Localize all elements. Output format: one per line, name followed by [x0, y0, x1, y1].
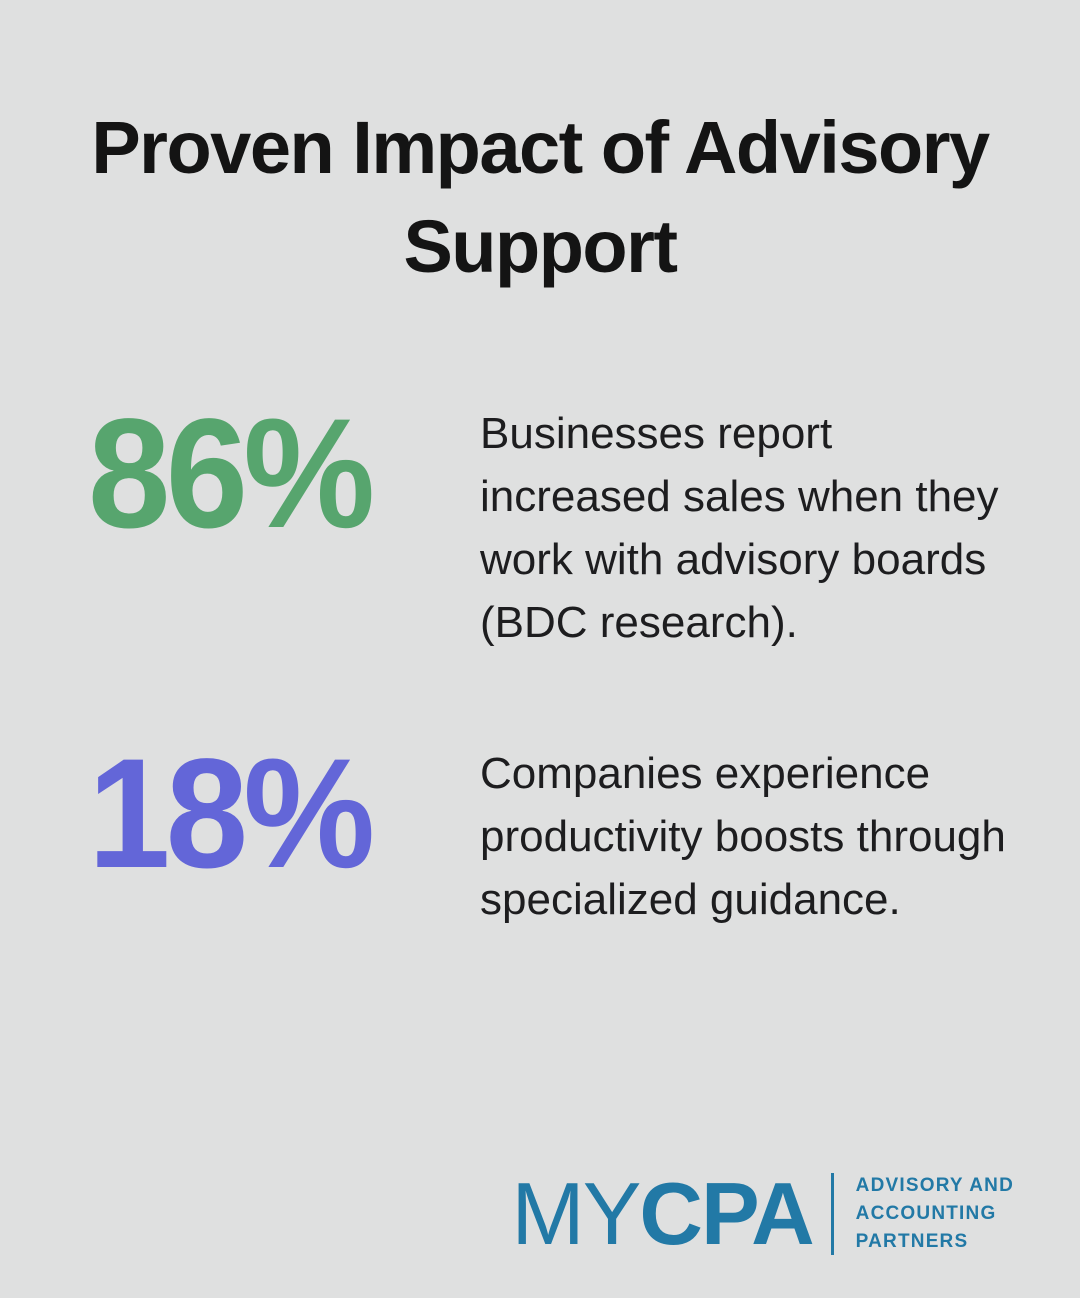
stat-row-productivity: 18% Companies experience productivity bo… [0, 727, 1080, 931]
page-title: Proven Impact of Advisory Support [0, 98, 1080, 296]
tagline-line-2: ACCOUNTING [855, 1203, 997, 1224]
page-title-line-1: Proven Impact of Advisory [91, 106, 990, 189]
stat-row-sales: 86% Businesses report increased sales wh… [0, 387, 1080, 654]
stat-value-86-percent: 86% [88, 387, 375, 561]
stats-section: 86% Businesses report increased sales wh… [0, 387, 1080, 931]
tagline-line-1: ADVISORY AND [855, 1175, 1014, 1196]
stat-description-sales: Businesses report increased sales when t… [480, 409, 999, 647]
logo-wordmark-my: MY [511, 1164, 641, 1263]
logo-wordmark: MYCPA [511, 1170, 814, 1258]
page-title-line-2: Support [403, 205, 678, 288]
stat-description-productivity: Companies experience productivity boosts… [480, 749, 1006, 924]
logo-tagline: ADVISORY AND ACCOUNTING PARTNERS [856, 1172, 1014, 1256]
logo-wordmark-cpa: CPA [639, 1164, 814, 1263]
brand-logo: MYCPA ADVISORY AND ACCOUNTING PARTNERS [511, 1170, 1014, 1258]
stat-value-18-percent: 18% [88, 727, 375, 901]
tagline-line-3: PARTNERS [855, 1231, 969, 1252]
logo-divider [830, 1173, 834, 1255]
